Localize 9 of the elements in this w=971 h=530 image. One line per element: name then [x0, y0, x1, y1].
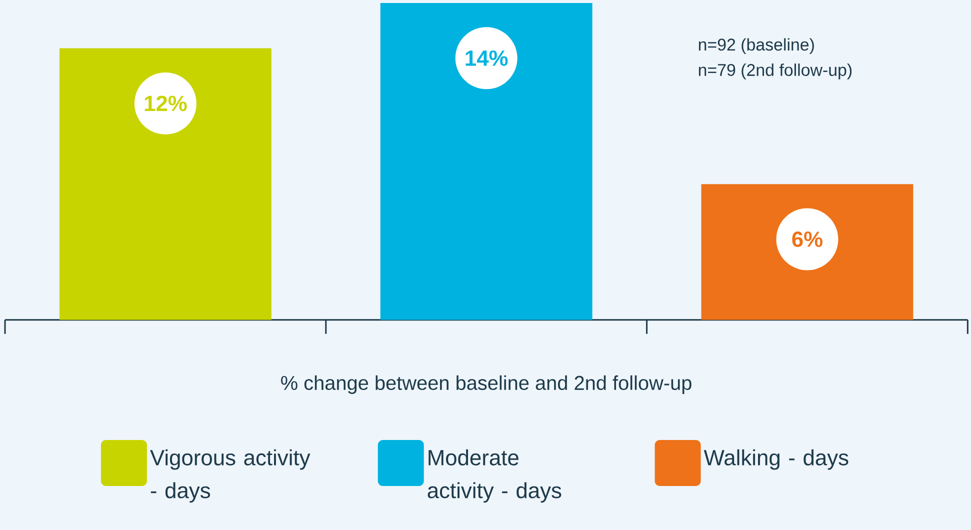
x-axis-title: % change between baseline and 2nd follow-up: [281, 375, 692, 394]
legend-label: Walking - days: [704, 449, 848, 470]
data-label: 12%: [144, 96, 187, 112]
legend-label: Vigorous activity - days: [150, 449, 310, 503]
data-label: 6%: [792, 232, 822, 248]
legend-label: Moderate activity - days: [428, 449, 562, 503]
data-label: 14%: [466, 50, 508, 66]
annotation: n=79 (2nd follow-up): [698, 64, 852, 80]
annotation: n=92 (baseline): [698, 38, 814, 54]
